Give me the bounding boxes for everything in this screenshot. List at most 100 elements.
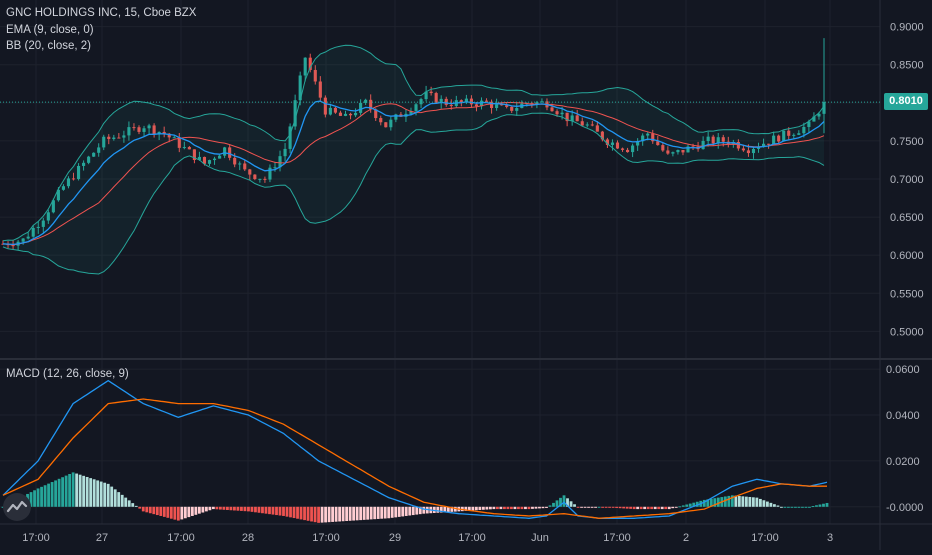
tradingview-logo[interactable] bbox=[3, 493, 31, 521]
macd-histogram-bar bbox=[313, 506, 317, 523]
macd-histogram-bar bbox=[194, 506, 198, 515]
candle-body bbox=[76, 165, 81, 180]
candle-body bbox=[479, 100, 484, 107]
candle-body bbox=[555, 111, 559, 115]
candle-body bbox=[293, 100, 297, 127]
macd-histogram-bar bbox=[250, 506, 254, 512]
macd-histogram-bar bbox=[748, 496, 752, 507]
macd-legend[interactable]: MACD (12, 26, close, 9) bbox=[6, 367, 129, 382]
macd-histogram-bar bbox=[327, 506, 331, 523]
candle-body bbox=[323, 97, 327, 115]
macd-histogram-bar bbox=[187, 506, 191, 518]
candle-body bbox=[82, 162, 86, 166]
macd-histogram-bar bbox=[741, 496, 745, 507]
candle-body bbox=[36, 226, 40, 228]
candle-body bbox=[701, 140, 705, 150]
macd-histogram-bar bbox=[517, 506, 520, 510]
macd-histogram-bar bbox=[590, 506, 594, 508]
macd-histogram-bar bbox=[555, 500, 559, 507]
macd-histogram-bar bbox=[446, 506, 450, 513]
macd-histogram-bar bbox=[411, 506, 415, 516]
ema-label[interactable]: EMA (9, close, 0) bbox=[6, 24, 94, 36]
macd-histogram-bar bbox=[127, 500, 131, 507]
macd-histogram-bar bbox=[240, 506, 243, 511]
macd-histogram-bar bbox=[601, 506, 604, 508]
tradingview-logo-icon bbox=[6, 500, 28, 513]
candle-body bbox=[631, 145, 635, 153]
time-tick-label: 17:00 bbox=[603, 532, 631, 544]
macd-histogram-bar bbox=[359, 506, 363, 521]
macd-histogram-bar bbox=[222, 506, 226, 510]
macd-histogram-bar bbox=[92, 479, 96, 507]
macd-histogram-bar bbox=[218, 506, 222, 510]
candle-body bbox=[500, 104, 504, 106]
candle-body bbox=[686, 146, 690, 153]
macd-histogram-bar bbox=[667, 506, 671, 510]
macd-histogram-bar bbox=[632, 506, 636, 510]
macd-histogram-bar bbox=[47, 483, 50, 507]
macd-histogram-bar bbox=[268, 506, 271, 515]
candle-body bbox=[41, 220, 45, 227]
price-tick-label: 0.5000 bbox=[890, 326, 924, 338]
candle-body bbox=[746, 150, 751, 154]
candle-body bbox=[646, 133, 650, 136]
price-tick-label: 0.5500 bbox=[890, 288, 924, 300]
macd-histogram-bar bbox=[524, 506, 527, 510]
macd-histogram-bar bbox=[215, 506, 219, 510]
macd-histogram-bar bbox=[811, 506, 815, 508]
candle-body bbox=[615, 142, 620, 149]
candle-body bbox=[414, 104, 418, 111]
macd-histogram-bar bbox=[331, 506, 335, 522]
macd-label[interactable]: MACD (12, 26, close, 9) bbox=[6, 368, 129, 380]
ema-legend[interactable]: EMA (9, close, 0) bbox=[6, 23, 94, 38]
candle-body bbox=[379, 118, 383, 123]
candle-body bbox=[248, 169, 252, 175]
candle-body bbox=[590, 124, 594, 126]
symbol-title[interactable]: GNC HOLDINGS INC, 15, Cboe BZX bbox=[6, 7, 197, 19]
macd-histogram-bar bbox=[383, 506, 387, 519]
candle-body bbox=[51, 200, 55, 213]
candle-body bbox=[394, 114, 398, 120]
macd-histogram-bar bbox=[513, 506, 517, 510]
time-tick-label: 17:00 bbox=[458, 532, 486, 544]
macd-histogram-bar bbox=[50, 482, 54, 507]
candle-body bbox=[666, 150, 670, 154]
candle-body bbox=[605, 139, 609, 145]
candle-body bbox=[429, 91, 433, 94]
candle-body bbox=[792, 134, 796, 136]
candle-body bbox=[142, 128, 146, 132]
macd-histogram-bar bbox=[573, 504, 576, 507]
price-tick-label: 0.6500 bbox=[890, 212, 924, 224]
macd-histogram-bar bbox=[734, 495, 738, 507]
candle-body bbox=[550, 107, 554, 112]
macd-histogram-bar bbox=[808, 506, 811, 508]
macd-histogram-bar bbox=[765, 501, 769, 507]
macd-histogram-bar bbox=[401, 506, 405, 517]
macd-histogram-bar bbox=[481, 506, 485, 510]
candle-body bbox=[782, 130, 786, 142]
candle-body bbox=[212, 158, 217, 161]
macd-histogram-bar bbox=[794, 506, 797, 508]
candle-body bbox=[374, 109, 378, 119]
candle-body bbox=[21, 238, 25, 242]
candle-body bbox=[97, 147, 101, 153]
macd-histogram-bar bbox=[818, 504, 822, 507]
macd-histogram-bar bbox=[296, 506, 299, 519]
time-tick-label: 17:00 bbox=[167, 532, 195, 544]
candle-body bbox=[343, 113, 348, 116]
macd-histogram-bar bbox=[650, 506, 654, 510]
bb-legend[interactable]: BB (20, close, 2) bbox=[6, 39, 91, 54]
macd-histogram-bar bbox=[120, 494, 124, 507]
macd-histogram-bar bbox=[541, 506, 545, 509]
candle-body bbox=[570, 115, 574, 122]
macd-histogram-bar bbox=[587, 506, 590, 508]
bb-label[interactable]: BB (20, close, 2) bbox=[6, 40, 92, 52]
candle-body bbox=[474, 104, 479, 107]
macd-histogram-bar bbox=[71, 472, 75, 507]
price-tick-label: 0.7000 bbox=[890, 174, 924, 186]
macd-histogram-bar bbox=[233, 506, 236, 511]
macd-tick-label: 0.0200 bbox=[886, 456, 920, 468]
candle-body bbox=[258, 178, 262, 180]
